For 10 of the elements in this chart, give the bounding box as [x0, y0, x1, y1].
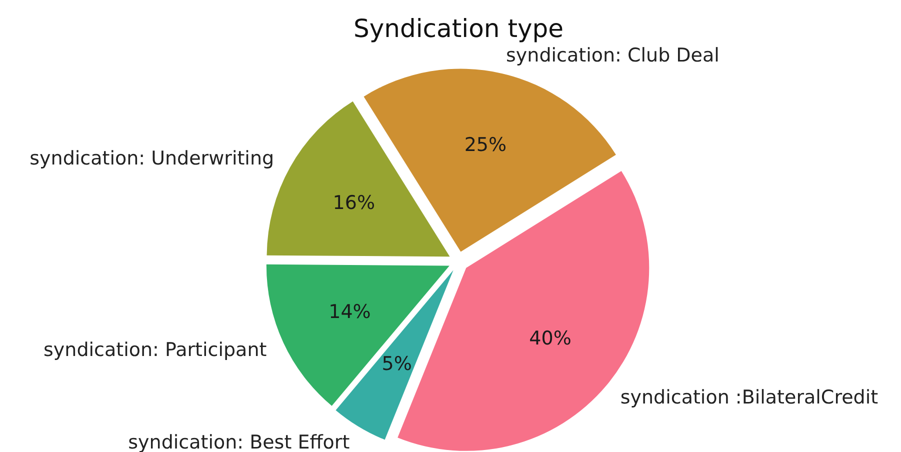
slice-label: syndication: Underwriting	[30, 147, 274, 170]
data-label: 25%	[464, 134, 507, 156]
data-label: 40%	[529, 328, 572, 350]
slice-label: syndication: Participant	[44, 339, 267, 362]
slice-label: syndication: Club Deal	[506, 44, 720, 67]
chart-title: Syndication type	[353, 14, 564, 43]
data-label: 5%	[382, 353, 412, 376]
data-label: 14%	[328, 300, 371, 323]
data-label: 16%	[332, 192, 376, 214]
slice-label: syndication :BilateralCredit	[620, 386, 878, 408]
